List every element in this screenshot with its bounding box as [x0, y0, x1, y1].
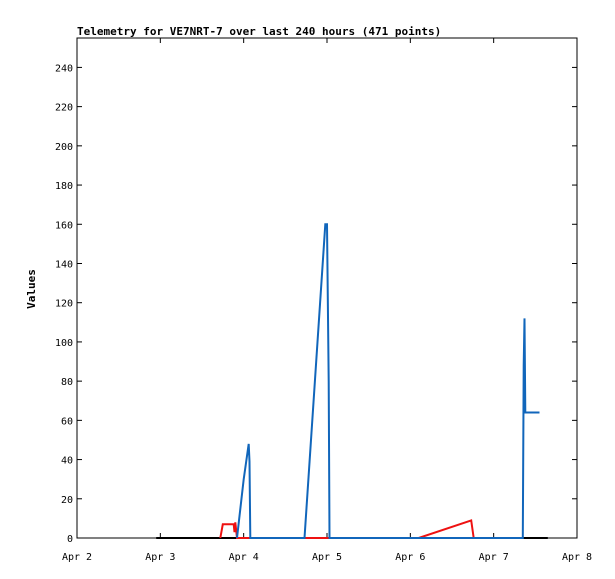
y-tick-label: 0: [67, 534, 73, 545]
x-tick-label: Apr 2: [62, 552, 92, 563]
x-axis: Apr 2 Apr 3 Apr 4 Apr 5 Apr 6 Apr 7 Apr 8: [62, 38, 592, 563]
y-tick-label: 100: [55, 338, 73, 349]
series-line-2: [236, 223, 540, 539]
y-tick-label: 80: [61, 377, 73, 388]
y-axis: 0 20 40 60 80 100 120 140 160 180 200 220 240: [55, 63, 577, 545]
y-tick-label: 240: [55, 63, 73, 74]
series-layer: [156, 223, 548, 539]
x-tick-label: Apr 5: [312, 552, 342, 563]
x-tick-label: Apr 4: [229, 552, 259, 563]
series-line-1: [219, 519, 475, 539]
x-tick-label: Apr 8: [562, 552, 592, 563]
x-tick-label: Apr 7: [479, 552, 509, 563]
y-tick-label: 220: [55, 103, 73, 114]
y-tick-label: 20: [61, 495, 73, 506]
y-tick-label: 60: [61, 416, 73, 427]
x-tick-label: Apr 6: [395, 552, 425, 563]
y-tick-label: 140: [55, 259, 73, 270]
y-axis-label: Values: [25, 269, 38, 309]
y-tick-label: 40: [61, 456, 73, 467]
y-tick-label: 160: [55, 220, 73, 231]
chart-title: Telemetry for VE7NRT-7 over last 240 hou…: [77, 25, 441, 38]
y-tick-label: 200: [55, 142, 73, 153]
x-tick-label: Apr 3: [145, 552, 175, 563]
y-tick-label: 120: [55, 299, 73, 310]
y-tick-label: 180: [55, 181, 73, 192]
